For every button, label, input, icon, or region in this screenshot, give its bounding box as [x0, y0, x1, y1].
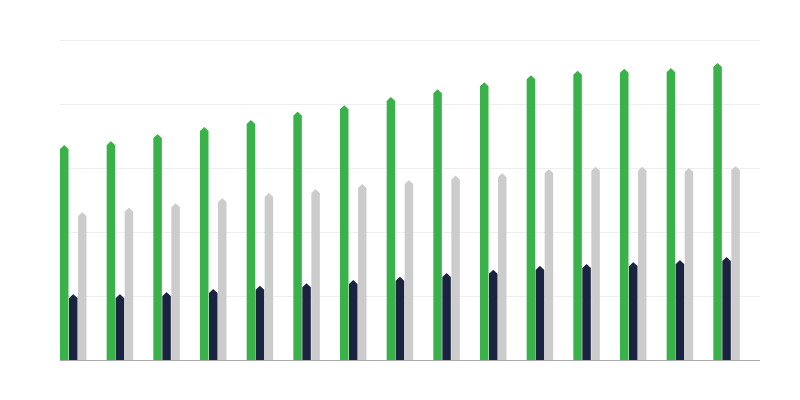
bar-series-2-cat-5: [255, 285, 265, 360]
bar-series-3-cat-2: [124, 207, 134, 360]
bar-series-1-cat-8: [386, 96, 396, 361]
bar-series-1-cat-1: [60, 144, 69, 360]
bar-series-1-cat-7: [340, 105, 349, 360]
bar-series-3-cat-4: [218, 198, 227, 360]
bar-series-3-cat-12: [591, 166, 600, 360]
bar-series-2-cat-14: [675, 260, 685, 360]
bar-series-2-cat-6: [302, 283, 311, 360]
bar-series-3-cat-10: [498, 173, 507, 360]
bar-series-2-cat-1: [69, 294, 78, 360]
bar-series-3-cat-13: [638, 166, 647, 360]
bar-series-3-cat-9: [451, 175, 460, 360]
bar-series-1-cat-11: [526, 75, 536, 360]
bar-series-1-cat-15: [713, 63, 722, 360]
bar-series-2-cat-15: [722, 256, 731, 360]
bar-series-1-cat-12: [573, 70, 582, 360]
bar-series-2-cat-3: [162, 292, 171, 360]
bar-series-2-cat-10: [489, 269, 498, 360]
bar-series-1-cat-10: [480, 82, 489, 361]
bars: [60, 63, 740, 361]
bar-series-2-cat-7: [349, 280, 358, 360]
bar-series-1-cat-9: [433, 89, 442, 360]
bar-series-1-cat-13: [620, 68, 629, 361]
bar-series-2-cat-2: [115, 294, 125, 360]
bar-series-2-cat-11: [535, 265, 545, 360]
bar-series-3-cat-7: [358, 184, 367, 360]
bar-series-2-cat-13: [629, 262, 638, 360]
bar-series-3-cat-5: [264, 192, 274, 360]
bar-series-3-cat-8: [404, 180, 414, 360]
bar-series-1-cat-14: [666, 68, 676, 360]
bar-series-1-cat-2: [106, 141, 116, 360]
bar-series-3-cat-1: [78, 212, 87, 360]
bar-series-1-cat-6: [293, 111, 302, 361]
bar-series-3-cat-14: [684, 168, 694, 360]
bar-series-2-cat-8: [395, 276, 405, 360]
bar-series-3-cat-15: [731, 166, 740, 360]
bar-series-2-cat-12: [582, 264, 591, 360]
bar-series-1-cat-5: [246, 120, 256, 360]
bar-series-3-cat-11: [544, 169, 554, 360]
bar-series-2-cat-9: [442, 272, 451, 360]
bar-series-2-cat-4: [209, 288, 218, 360]
bar-series-3-cat-3: [171, 203, 180, 360]
bar-series-3-cat-6: [311, 189, 320, 360]
bar-series-1-cat-3: [153, 134, 162, 360]
bar-series-1-cat-4: [200, 127, 209, 360]
